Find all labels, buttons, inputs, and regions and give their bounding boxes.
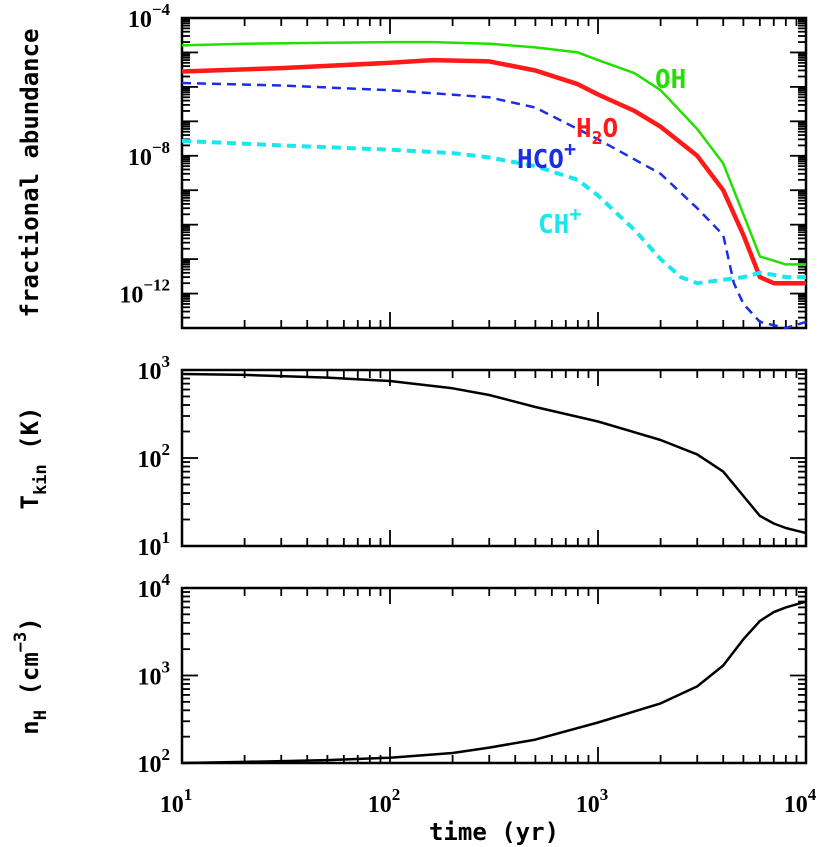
- temperature-panel: 103 102 101: [138, 352, 808, 561]
- y-axis-label-temperature: Tkin (K): [16, 407, 51, 510]
- y-axis-label-density: nH (cm−3): [11, 617, 51, 734]
- x-tick-label: 102: [368, 785, 401, 818]
- series-line-hco-plus: [181, 81, 807, 330]
- y-tick-label: 102: [138, 440, 171, 473]
- y-tick-label: 104: [138, 570, 171, 603]
- y-tick-label: 103: [138, 658, 171, 691]
- x-tick-label: 104: [784, 785, 817, 818]
- series-label-ch-plus: CH+: [538, 202, 581, 240]
- y-tick-label: 10−4: [128, 0, 171, 33]
- x-tick-label: 103: [576, 785, 609, 818]
- y-tick-label: 10−8: [128, 138, 170, 171]
- series-line-profile: [181, 600, 807, 765]
- series-line-h2o: [181, 57, 806, 286]
- y-ticks: [182, 18, 806, 329]
- series-label-hco-plus: HCO+: [517, 137, 576, 175]
- y-ticks: [182, 373, 806, 547]
- y-tick-label: 10−12: [119, 276, 170, 309]
- series-line-ch-plus: [181, 138, 806, 286]
- y-ticks: [182, 591, 806, 764]
- y-tick-label: 102: [138, 745, 171, 778]
- x-axis-label: time (yr): [429, 818, 559, 846]
- y-axis-label-abundance: fractional abundance: [16, 29, 44, 318]
- x-ticks: [181, 588, 798, 763]
- x-tick-label: 101: [160, 785, 193, 818]
- series-label-h2o: H2O: [576, 114, 618, 149]
- density-panel: 104 103 102 101 102 103 104: [138, 570, 817, 818]
- y-tick-label: 101: [138, 528, 171, 561]
- series-line-profile: [181, 372, 807, 535]
- y-tick-label: 103: [138, 352, 171, 385]
- series-line-oh: [181, 40, 806, 266]
- axis-labels: fractional abundance Tkin (K) nH (cm−3) tim…: [11, 29, 559, 846]
- x-ticks: [181, 18, 798, 328]
- series-label-oh: OH: [655, 65, 686, 95]
